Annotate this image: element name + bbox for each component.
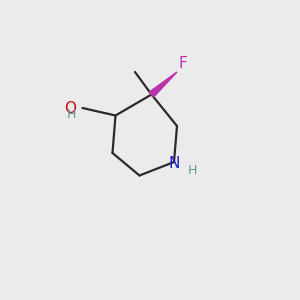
Text: H: H [187, 164, 197, 178]
Text: O: O [64, 101, 76, 116]
Polygon shape [149, 72, 177, 97]
Text: N: N [169, 156, 180, 171]
Text: F: F [178, 56, 188, 70]
Text: H: H [67, 107, 76, 121]
